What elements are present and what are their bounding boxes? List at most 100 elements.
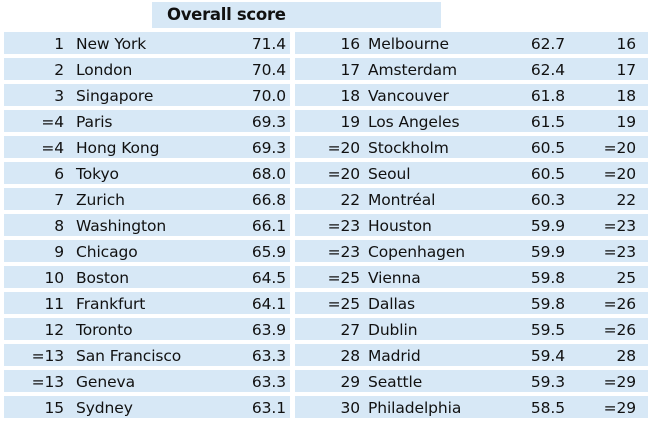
left-score: 66.1 bbox=[251, 217, 286, 235]
row-band-right bbox=[295, 240, 648, 262]
left-score: 64.1 bbox=[251, 295, 286, 313]
table-title: Overall score bbox=[167, 5, 286, 24]
left-score: 70.0 bbox=[251, 87, 286, 105]
row-band-right bbox=[295, 292, 648, 314]
row-band-left bbox=[4, 266, 290, 288]
left-score: 71.4 bbox=[251, 35, 286, 53]
right-rank: =25 bbox=[327, 295, 361, 313]
right-prev-rank: 28 bbox=[616, 347, 636, 365]
left-city: Geneva bbox=[76, 373, 135, 391]
left-city: Washington bbox=[76, 217, 167, 235]
right-prev-rank: 22 bbox=[616, 191, 636, 209]
right-score: 59.8 bbox=[530, 269, 565, 287]
right-score: 62.7 bbox=[530, 35, 565, 53]
left-city: Boston bbox=[76, 269, 129, 287]
row-band-right bbox=[295, 136, 648, 158]
left-rank: 11 bbox=[44, 295, 64, 313]
left-score: 70.4 bbox=[251, 61, 286, 79]
left-city: Frankfurt bbox=[76, 295, 146, 313]
right-score: 61.5 bbox=[530, 113, 565, 131]
left-city: Toronto bbox=[76, 321, 133, 339]
row-band-left bbox=[4, 136, 290, 158]
table-row: 10 Boston 64.5 =25 Vienna 59.8 25 bbox=[4, 265, 648, 291]
right-city: Vancouver bbox=[368, 87, 449, 105]
right-rank: 18 bbox=[340, 87, 360, 105]
right-prev-rank: =23 bbox=[603, 217, 637, 235]
right-score: 60.5 bbox=[530, 165, 565, 183]
right-rank: 22 bbox=[340, 191, 360, 209]
row-band-right bbox=[295, 58, 648, 80]
left-rank: 9 bbox=[54, 243, 64, 261]
table-row: 8 Washington 66.1 =23 Houston 59.9 =23 bbox=[4, 213, 648, 239]
right-score: 60.3 bbox=[530, 191, 565, 209]
row-band-left bbox=[4, 58, 290, 80]
left-city: San Francisco bbox=[76, 347, 182, 365]
right-city: Philadelphia bbox=[368, 399, 462, 417]
left-rank: =13 bbox=[31, 373, 65, 391]
row-band-right bbox=[295, 188, 648, 210]
left-rank: =4 bbox=[41, 139, 64, 157]
table-header: Overall score bbox=[152, 2, 441, 28]
row-band-left bbox=[4, 162, 290, 184]
right-prev-rank: 19 bbox=[616, 113, 636, 131]
right-prev-rank: 17 bbox=[616, 61, 636, 79]
right-prev-rank: =26 bbox=[603, 295, 637, 313]
right-prev-rank: 25 bbox=[616, 269, 636, 287]
row-band-left bbox=[4, 214, 290, 236]
left-rank: 15 bbox=[44, 399, 64, 417]
table-row: =13 San Francisco 63.3 28 Madrid 59.4 28 bbox=[4, 343, 648, 369]
right-score: 59.3 bbox=[530, 373, 565, 391]
right-score: 60.5 bbox=[530, 139, 565, 157]
left-score: 63.3 bbox=[251, 373, 286, 391]
right-score: 59.4 bbox=[530, 347, 565, 365]
table-row: 15 Sydney 63.1 30 Philadelphia 58.5 =29 bbox=[4, 395, 648, 421]
right-rank: 27 bbox=[340, 321, 360, 339]
right-rank: =20 bbox=[327, 139, 361, 157]
left-city: Paris bbox=[76, 113, 113, 131]
left-score: 68.0 bbox=[251, 165, 286, 183]
right-city: Madrid bbox=[368, 347, 421, 365]
left-rank: 10 bbox=[44, 269, 64, 287]
left-city: Zurich bbox=[76, 191, 125, 209]
left-rank: 8 bbox=[54, 217, 64, 235]
left-city: Tokyo bbox=[76, 165, 119, 183]
left-score: 65.9 bbox=[251, 243, 286, 261]
left-rank: =4 bbox=[41, 113, 64, 131]
row-band-left bbox=[4, 32, 290, 54]
left-city: Sydney bbox=[76, 399, 133, 417]
right-rank: 29 bbox=[340, 373, 360, 391]
left-rank: 6 bbox=[54, 165, 64, 183]
left-score: 69.3 bbox=[251, 113, 286, 131]
right-city: Copenhagen bbox=[368, 243, 466, 261]
row-band-left bbox=[4, 240, 290, 262]
right-city: Vienna bbox=[368, 269, 421, 287]
left-rank: 1 bbox=[54, 35, 64, 53]
right-prev-rank: 16 bbox=[616, 35, 636, 53]
right-city: Los Angeles bbox=[368, 113, 460, 131]
right-score: 61.8 bbox=[530, 87, 565, 105]
right-rank: 16 bbox=[340, 35, 360, 53]
right-score: 59.8 bbox=[530, 295, 565, 313]
table-row: 2 London 70.4 17 Amsterdam 62.4 17 bbox=[4, 57, 648, 83]
right-prev-rank: =29 bbox=[603, 399, 637, 417]
row-band-left bbox=[4, 370, 290, 392]
right-score: 58.5 bbox=[530, 399, 565, 417]
table-row: 1 New York 71.4 16 Melbourne 62.7 16 bbox=[4, 31, 648, 57]
right-city: Montréal bbox=[368, 191, 436, 209]
right-rank: =23 bbox=[327, 217, 361, 235]
left-rank: 7 bbox=[54, 191, 64, 209]
right-score: 59.5 bbox=[530, 321, 565, 339]
right-rank: 19 bbox=[340, 113, 360, 131]
ranking-table: 1 New York 71.4 16 Melbourne 62.7 16 2 London 70.… bbox=[4, 31, 648, 421]
left-score: 63.1 bbox=[251, 399, 286, 417]
left-score: 63.3 bbox=[251, 347, 286, 365]
left-rank: =13 bbox=[31, 347, 65, 365]
table-row: 12 Toronto 63.9 27 Dublin 59.5 =26 bbox=[4, 317, 648, 343]
left-score: 66.8 bbox=[251, 191, 286, 209]
table-row: 9 Chicago 65.9 =23 Copenhagen 59.9 =23 bbox=[4, 239, 648, 265]
table-row: 6 Tokyo 68.0 =20 Seoul 60.5 =20 bbox=[4, 161, 648, 187]
table-row: =13 Geneva 63.3 29 Seattle 59.3 =29 bbox=[4, 369, 648, 395]
right-score: 62.4 bbox=[530, 61, 565, 79]
row-band-right bbox=[295, 162, 648, 184]
row-band-right bbox=[295, 344, 648, 366]
